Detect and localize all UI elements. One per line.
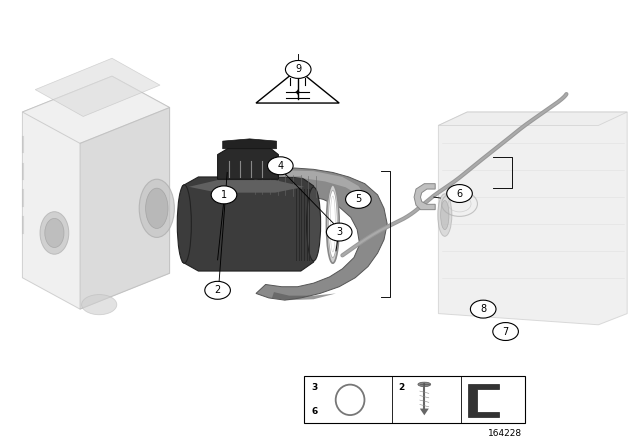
Circle shape <box>493 323 518 340</box>
Circle shape <box>346 190 371 208</box>
Polygon shape <box>438 112 627 325</box>
Polygon shape <box>22 76 170 143</box>
Polygon shape <box>438 112 627 125</box>
Ellipse shape <box>146 188 168 228</box>
Text: 6: 6 <box>312 407 318 416</box>
Polygon shape <box>420 409 429 415</box>
Ellipse shape <box>326 185 339 263</box>
Polygon shape <box>414 184 435 210</box>
Text: ✦: ✦ <box>294 87 301 96</box>
Ellipse shape <box>140 179 174 237</box>
Text: 5: 5 <box>355 194 362 204</box>
Ellipse shape <box>307 187 321 261</box>
Circle shape <box>205 281 230 299</box>
Text: 9: 9 <box>295 65 301 74</box>
FancyBboxPatch shape <box>304 376 525 423</box>
Ellipse shape <box>438 194 452 237</box>
Polygon shape <box>80 108 170 309</box>
Text: 3: 3 <box>336 227 342 237</box>
Ellipse shape <box>45 219 64 247</box>
Circle shape <box>268 157 293 175</box>
Polygon shape <box>468 384 499 417</box>
Polygon shape <box>234 168 387 300</box>
Text: 7: 7 <box>502 327 509 336</box>
Ellipse shape <box>177 185 191 263</box>
Polygon shape <box>256 69 339 103</box>
Polygon shape <box>253 170 366 198</box>
Text: 3: 3 <box>312 383 318 392</box>
Text: 164228: 164228 <box>488 429 522 438</box>
Polygon shape <box>189 180 304 193</box>
Ellipse shape <box>82 295 117 314</box>
Circle shape <box>326 223 352 241</box>
Polygon shape <box>272 292 336 300</box>
Ellipse shape <box>40 212 69 254</box>
Ellipse shape <box>418 382 431 387</box>
Text: 1: 1 <box>221 190 227 200</box>
Text: 8: 8 <box>480 304 486 314</box>
Ellipse shape <box>328 190 337 258</box>
Circle shape <box>447 185 472 202</box>
Text: 2: 2 <box>214 285 221 295</box>
Polygon shape <box>223 139 276 149</box>
Circle shape <box>285 60 311 78</box>
Ellipse shape <box>330 196 335 252</box>
Circle shape <box>211 186 237 204</box>
Ellipse shape <box>440 201 449 230</box>
Text: 6: 6 <box>456 189 463 198</box>
Polygon shape <box>35 58 160 116</box>
Text: 4: 4 <box>277 161 284 171</box>
Polygon shape <box>182 177 314 271</box>
Text: 2: 2 <box>399 383 405 392</box>
Polygon shape <box>22 76 170 309</box>
Polygon shape <box>218 147 278 179</box>
Circle shape <box>470 300 496 318</box>
